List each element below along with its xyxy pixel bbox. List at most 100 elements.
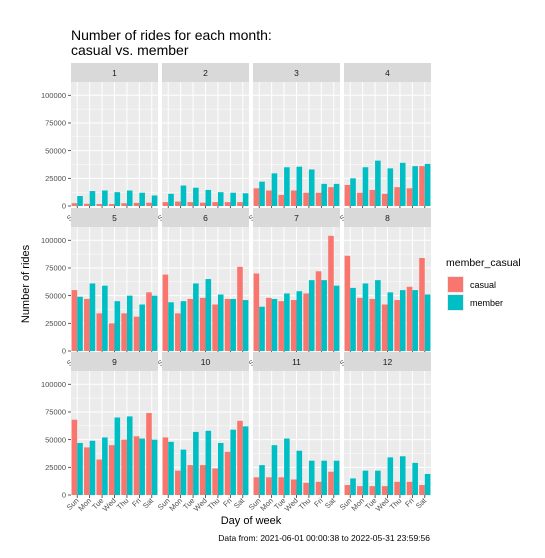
- facet-strip-label: 1: [112, 68, 117, 78]
- legend-swatch-member: [448, 295, 463, 310]
- bar-casual: [224, 451, 231, 495]
- bar-member: [362, 283, 369, 351]
- bar-member: [193, 283, 199, 351]
- x-tick-label: Sat: [414, 495, 429, 510]
- bar-casual: [253, 477, 260, 495]
- bar-casual: [237, 202, 243, 206]
- bar-member: [424, 163, 431, 206]
- bar-member: [102, 285, 108, 351]
- bar-casual: [199, 202, 206, 206]
- bar-member: [102, 437, 108, 495]
- bar-casual: [357, 486, 363, 495]
- bar-casual: [344, 184, 351, 206]
- bar-casual: [224, 202, 231, 206]
- chart-title-line2: casual vs. member: [71, 42, 189, 58]
- bar-casual: [96, 204, 103, 206]
- x-tick-label: Fri: [403, 496, 416, 509]
- bar-casual: [71, 419, 78, 495]
- bar-casual: [303, 482, 309, 495]
- bar-member: [271, 173, 278, 206]
- facet-strip-label: 6: [203, 213, 208, 223]
- bar-casual: [133, 436, 140, 495]
- bar-casual: [266, 477, 272, 495]
- bar-casual: [381, 486, 388, 495]
- bar-member: [180, 449, 187, 495]
- bar-member: [89, 191, 96, 206]
- bar-member: [242, 426, 249, 495]
- bar-member: [89, 283, 96, 351]
- facet-panel-1: 10250005000075000100000SunMonTueWedThuFr…: [41, 63, 158, 224]
- bar-casual: [212, 304, 218, 351]
- bar-casual: [381, 304, 388, 351]
- bar-casual: [406, 286, 413, 351]
- bar-member: [308, 460, 315, 495]
- bar-casual: [290, 479, 297, 495]
- facet-panels: 10250005000075000100000SunMonTueWedThuFr…: [41, 63, 431, 513]
- bar-casual: [71, 290, 78, 351]
- bar-casual: [96, 459, 103, 495]
- bar-member: [375, 280, 381, 351]
- y-tick-label: 100000: [41, 380, 66, 389]
- x-tick-label: Fri: [130, 496, 143, 509]
- bar-casual: [175, 313, 181, 351]
- bar-member: [180, 185, 187, 206]
- bar-casual: [394, 300, 400, 351]
- bar-casual: [406, 481, 413, 495]
- bar-member: [230, 192, 236, 206]
- bar-member: [151, 295, 158, 351]
- bar-casual: [369, 189, 376, 206]
- bar-member: [350, 478, 356, 495]
- y-tick-label: 75000: [45, 264, 66, 273]
- y-tick-label: 75000: [45, 408, 66, 417]
- bar-casual: [315, 481, 322, 495]
- facet-strip: [162, 208, 249, 227]
- bar-casual: [419, 258, 425, 351]
- bar-casual: [344, 485, 351, 495]
- facet-strip-label: 2: [203, 68, 208, 78]
- facet-strip: [253, 63, 340, 82]
- bar-member: [126, 190, 133, 206]
- facet-strip: [253, 352, 340, 371]
- bar-casual: [133, 202, 140, 206]
- bar-member: [308, 280, 315, 351]
- bar-member: [424, 294, 431, 351]
- facet-strip-label: 10: [201, 357, 211, 367]
- bar-member: [139, 192, 145, 206]
- bar-member: [217, 442, 224, 495]
- bar-casual: [108, 204, 115, 206]
- bar-member: [217, 294, 224, 351]
- bar-member: [375, 160, 381, 206]
- bar-casual: [187, 465, 194, 495]
- bar-member: [114, 192, 121, 206]
- bar-member: [205, 189, 212, 206]
- bar-member: [333, 460, 340, 495]
- bar-casual: [419, 166, 425, 206]
- bar-member: [102, 190, 108, 206]
- facet-strip: [253, 208, 340, 227]
- x-tick-label: Fri: [312, 496, 325, 509]
- bar-member: [259, 306, 265, 351]
- bar-casual: [237, 420, 243, 495]
- facet-strip: [71, 63, 158, 82]
- facet-strip: [71, 352, 158, 371]
- y-tick-label: 25000: [45, 319, 66, 328]
- bar-casual: [224, 298, 231, 351]
- bar-member: [362, 470, 369, 495]
- facet-panel-5: 50250005000075000100000SunMonTueWedThuFr…: [41, 208, 158, 369]
- bar-casual: [199, 465, 206, 495]
- bar-member: [259, 465, 265, 495]
- bar-member: [77, 296, 83, 351]
- bar-casual: [212, 202, 218, 206]
- caption: Data from: 2021-06-01 00:00:38 to 2022-0…: [218, 533, 430, 543]
- bar-casual: [328, 187, 334, 206]
- bar-member: [205, 279, 212, 351]
- y-tick-label: 75000: [45, 119, 66, 128]
- y-tick-label: 0: [62, 491, 66, 500]
- x-tick-label: Fri: [221, 496, 234, 509]
- bar-member: [242, 193, 249, 206]
- y-tick-label: 100000: [41, 236, 66, 245]
- bar-member: [126, 295, 133, 351]
- bar-casual: [253, 188, 260, 206]
- bar-casual: [315, 271, 322, 351]
